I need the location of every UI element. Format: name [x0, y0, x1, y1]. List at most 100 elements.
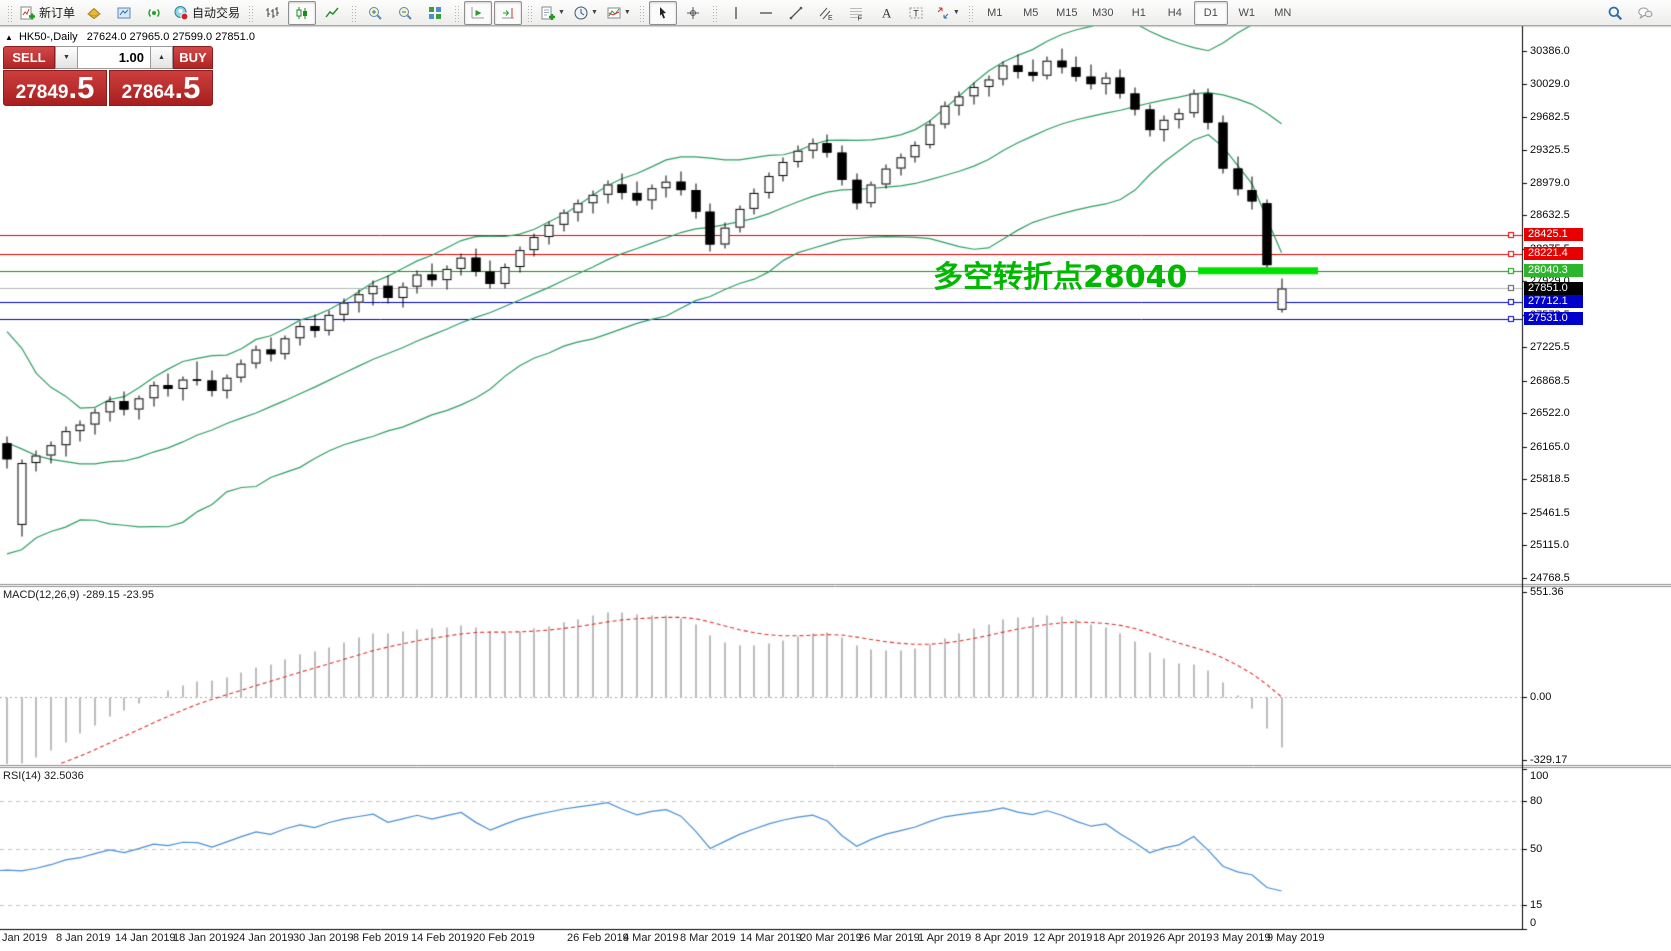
signals-button[interactable]: [140, 1, 168, 25]
auto-scroll-button[interactable]: [464, 0, 493, 25]
zoom-in-icon: [367, 5, 383, 21]
rsi-axis-tick: 0: [1530, 917, 1537, 929]
date-axis-tick: 8 Jan 2019: [56, 932, 111, 944]
indicators-button[interactable]: ▼: [537, 1, 568, 25]
periods-icon: [573, 5, 589, 21]
timeframe-m30-button[interactable]: M30: [1092, 6, 1114, 19]
price-axis-tick: 30386.0: [1530, 45, 1570, 57]
toolbar-grip[interactable]: [351, 3, 357, 22]
toolbar-group: M1 M5 M15 M30 H1 H4 D1 W1 MN: [977, 0, 1301, 25]
date-axis-tick: 3 May 2019: [1213, 932, 1271, 944]
date-axis-tick: 8 Mar 2019: [680, 932, 736, 944]
timeframe-d1-button[interactable]: D1: [1193, 0, 1228, 25]
templates-button[interactable]: ▼: [603, 1, 634, 25]
volume-down-button[interactable]: ▼: [55, 46, 78, 69]
toolbar-grip[interactable]: [7, 3, 12, 22]
volume-up-button[interactable]: ▲: [150, 46, 173, 69]
fibonacci-button[interactable]: F: [842, 1, 870, 25]
rsi-axis-tick: 100: [1530, 770, 1549, 782]
vertical-line-icon: [728, 5, 744, 21]
date-axis-tick: 14 Feb 2019: [411, 932, 473, 944]
chevron-down-icon: ▼: [590, 9, 598, 16]
channel-button[interactable]: E: [812, 1, 840, 25]
zoom-out-icon: [397, 5, 413, 21]
timeframe-w1-button[interactable]: W1: [1238, 6, 1256, 19]
timeframe-h4-button[interactable]: H4: [1167, 6, 1182, 19]
timeframe-m15-button[interactable]: M15: [1056, 6, 1078, 19]
price-axis-tick: 26165.0: [1530, 441, 1570, 453]
pivot-annotation-text[interactable]: 多空转折点28040: [933, 260, 1188, 295]
trendline-button[interactable]: [782, 1, 810, 25]
chevron-down-icon: ▼: [952, 9, 960, 16]
autotrading-icon: [173, 5, 189, 21]
macd-indicator-label: MACD(12,26,9) -289.15 -23.95: [3, 589, 155, 601]
sell-price-frac: .5: [68, 70, 95, 105]
timeframe-mn-button[interactable]: MN: [1274, 6, 1292, 19]
crosshair-button[interactable]: [679, 1, 707, 25]
sell-button[interactable]: SELL: [3, 46, 55, 69]
vertical-line-button[interactable]: [722, 1, 750, 25]
price-axis-tick: 29325.5: [1530, 144, 1570, 156]
svg-text:E: E: [828, 15, 833, 21]
chat-button[interactable]: [1631, 1, 1659, 25]
toolbar-grip[interactable]: [527, 3, 533, 22]
sell-price-button[interactable]: 27849.5: [3, 70, 107, 106]
sell-price-base: 27849: [15, 82, 69, 103]
label-button[interactable]: T: [902, 1, 930, 25]
autotrading-button[interactable]: 自动交易: [170, 1, 243, 25]
toolbar-grip[interactable]: [454, 3, 460, 22]
buy-price-button[interactable]: 27864.5: [109, 70, 213, 106]
price-line-label: 27531.0: [1524, 312, 1583, 325]
arrows-button[interactable]: ▼: [932, 1, 963, 25]
line-chart-button[interactable]: [318, 1, 346, 25]
toolbar: 新订单 自动交易 ▼ ▼ ▼ E F A T ▼ M1 M5 M15 M30 H1 H4 D1 W1 MN: [0, 0, 1671, 26]
timeframe-h1-button[interactable]: H1: [1131, 6, 1146, 19]
date-axis-tick: 1 Apr 2019: [918, 932, 972, 944]
timeframe-m1-button[interactable]: M1: [987, 6, 1003, 19]
text-button[interactable]: A: [872, 1, 900, 25]
date-axis-tick: Jan 2019: [2, 932, 48, 944]
price-line-label: 27851.0: [1524, 282, 1583, 295]
date-axis-tick: 18 Jan 2019: [173, 932, 234, 944]
indicators-icon: [540, 5, 556, 21]
macd-axis-tick: 0.00: [1530, 691, 1552, 703]
tile-windows-button[interactable]: [421, 1, 449, 25]
new-order-icon: [20, 5, 36, 21]
price-axis-tick: 28979.0: [1530, 177, 1570, 189]
one-click-trading-panel: SELL ▼ ▲ BUY 27849.5 27864.5: [3, 46, 213, 106]
new-order-button[interactable]: 新订单: [17, 1, 78, 25]
buy-button[interactable]: BUY: [173, 46, 213, 69]
price-line-label: 28425.1: [1524, 228, 1583, 241]
collapse-arrow-icon[interactable]: ▲: [5, 33, 13, 42]
label-icon: T: [908, 5, 924, 21]
periods-button[interactable]: ▼: [570, 1, 601, 25]
toolbar-grip[interactable]: [248, 3, 254, 22]
price-axis-tick: 24768.5: [1530, 572, 1570, 584]
toolbar-grip[interactable]: [967, 3, 973, 22]
chart-shift-button[interactable]: [494, 0, 523, 25]
toolbar-group: E F A T ▼: [721, 1, 964, 25]
trendline-icon: [788, 5, 804, 21]
search-button[interactable]: [1601, 1, 1629, 25]
price-axis-tick: 30029.0: [1530, 78, 1570, 90]
cursor-icon: [655, 5, 671, 21]
toolbar-grip[interactable]: [638, 3, 644, 22]
date-axis-tick: 4 Mar 2019: [623, 932, 679, 944]
zoom-out-button[interactable]: [391, 1, 419, 25]
price-axis-tick: 26522.0: [1530, 407, 1570, 419]
timeframe-m5-button[interactable]: M5: [1023, 6, 1039, 19]
cursor-button[interactable]: [648, 0, 677, 25]
date-axis-tick: 26 Feb 2019: [567, 932, 629, 944]
bar-chart-button[interactable]: [258, 1, 286, 25]
data-window-button[interactable]: [110, 1, 138, 25]
svg-text:A: A: [882, 5, 892, 20]
rsi-indicator-label: RSI(14) 32.5036: [3, 770, 84, 782]
zoom-in-button[interactable]: [361, 1, 389, 25]
candlestick-button[interactable]: [288, 0, 317, 25]
horizontal-line-button[interactable]: [752, 1, 780, 25]
date-axis-tick: 8 Feb 2019: [353, 932, 409, 944]
metaeditor-button[interactable]: [80, 1, 108, 25]
volume-input[interactable]: [78, 46, 150, 69]
toolbar-grip[interactable]: [711, 3, 717, 22]
